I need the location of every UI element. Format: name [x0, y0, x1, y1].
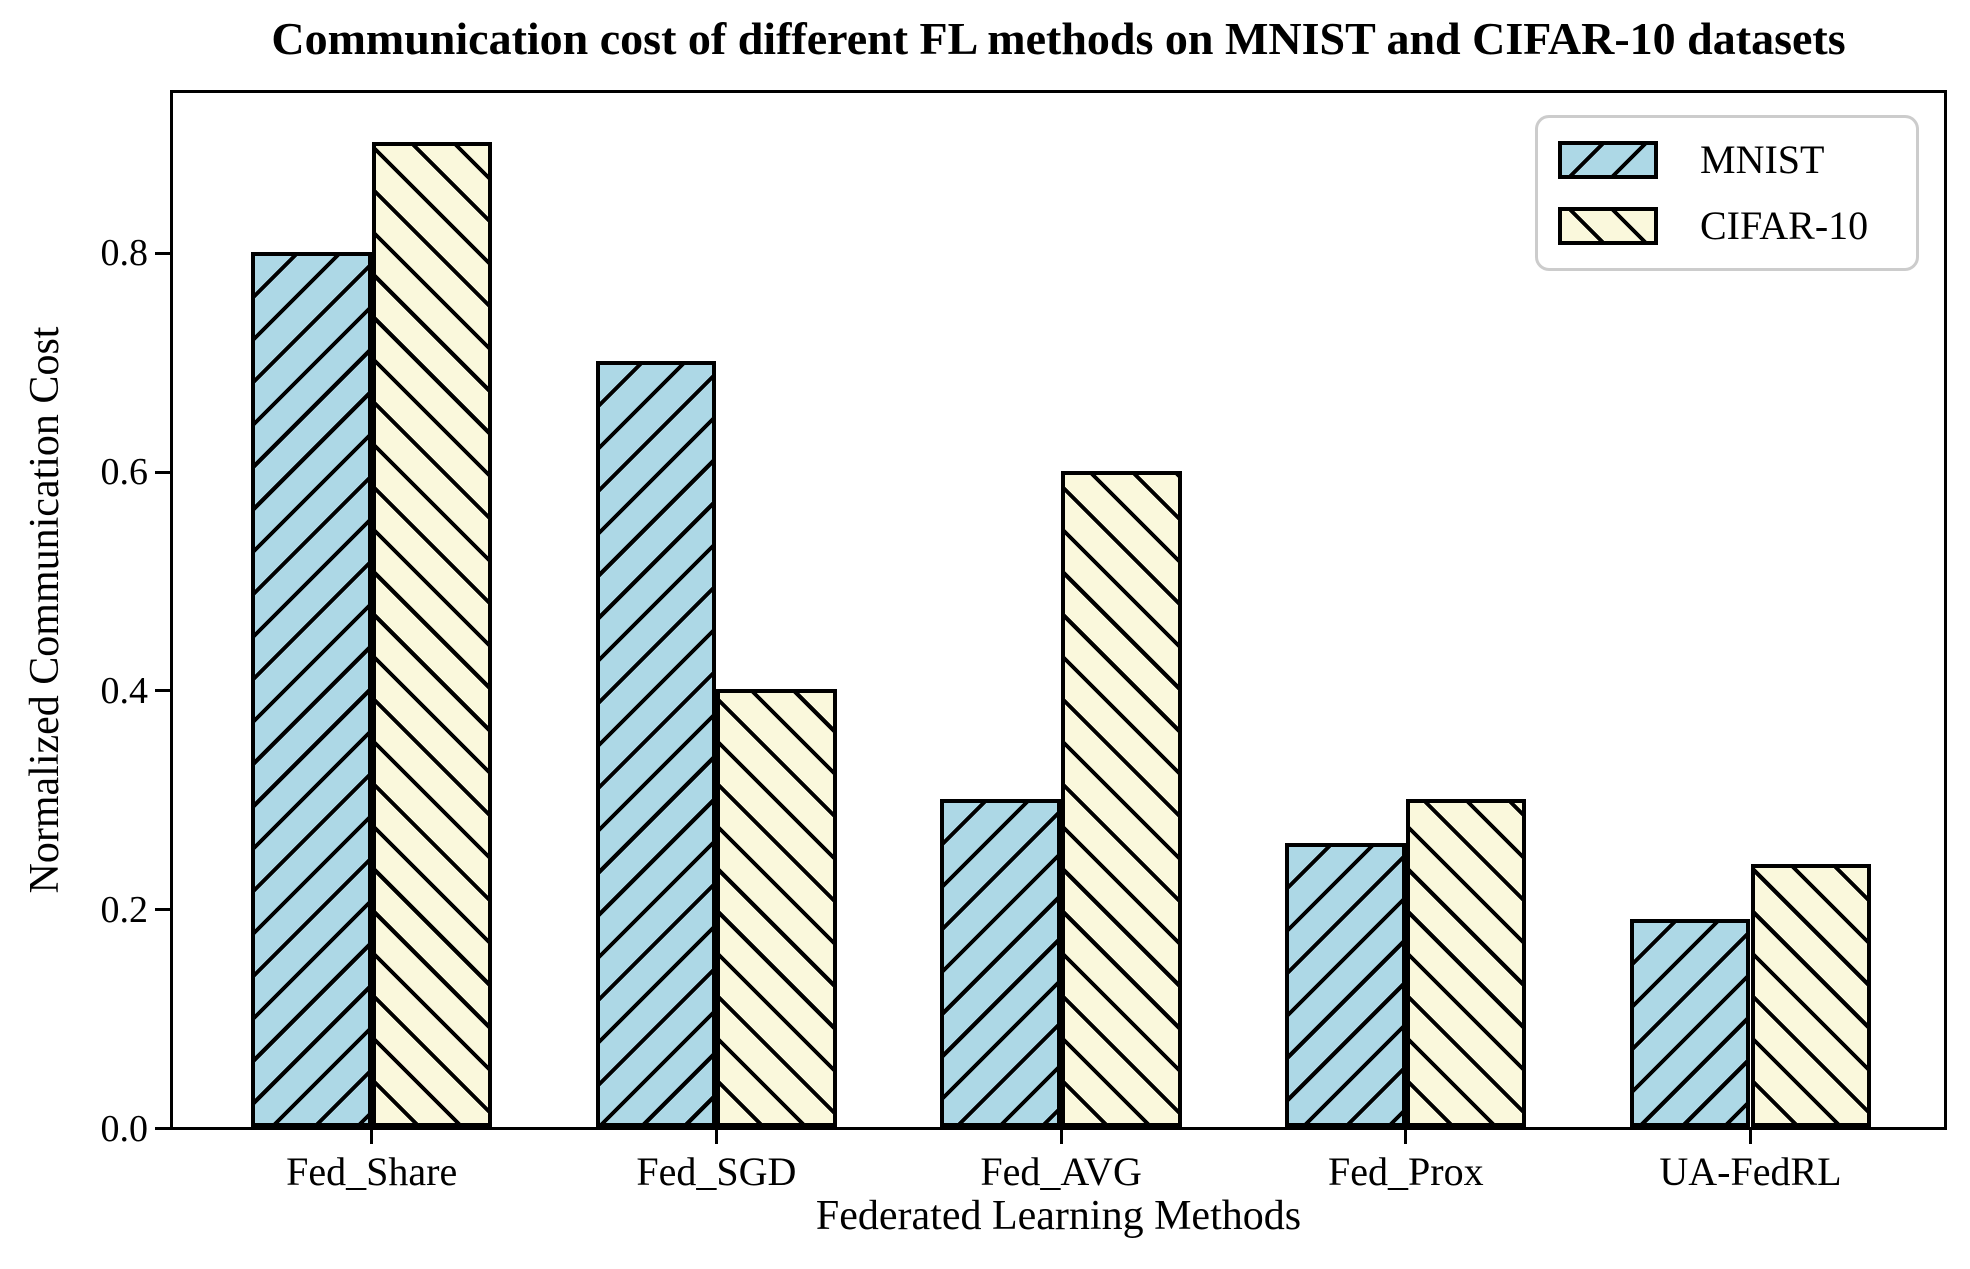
legend-label: MNIST — [1700, 137, 1825, 182]
y-tick — [155, 470, 170, 474]
legend-swatch-cifar-10 — [1558, 207, 1658, 245]
y-tick — [155, 689, 170, 693]
x-tick — [1749, 1130, 1752, 1144]
y-axis-label: Normalized Communication Cost — [22, 326, 68, 894]
legend-entry-mnist: MNIST — [1558, 134, 1916, 186]
y-tick — [155, 1127, 170, 1130]
bar-cifar-10-fed-prox — [1405, 798, 1527, 1127]
x-tick — [1059, 1130, 1063, 1144]
x-tick-label-fed-share: Fed_Share — [286, 1149, 458, 1194]
bar-cifar-10-fed-sgd — [716, 689, 837, 1127]
bar-cifar-10-fed-avg — [1061, 470, 1182, 1127]
bar-cifar-10-ua-fedrl — [1750, 864, 1872, 1127]
chart-title: Communication cost of different FL metho… — [271, 13, 1846, 64]
x-tick-label-ua-fedrl: UA-FedRL — [1659, 1149, 1842, 1194]
y-tick-label: 0.0 — [100, 1107, 149, 1150]
bar-mnist-fed-share — [251, 251, 372, 1127]
y-tick — [155, 251, 170, 255]
x-tick-label-fed-prox: Fed_Prox — [1328, 1149, 1484, 1194]
y-tick-label: 0.4 — [100, 669, 149, 712]
legend: MNIST CIFAR-10 — [1535, 115, 1919, 271]
legend-label: CIFAR-10 — [1700, 203, 1869, 248]
legend-swatch-mnist — [1558, 141, 1658, 179]
x-tick — [714, 1130, 718, 1144]
x-tick — [1404, 1130, 1408, 1144]
legend-entry-cifar-10: CIFAR-10 — [1558, 200, 1916, 252]
x-axis-label: Federated Learning Methods — [815, 1193, 1302, 1239]
bar-cifar-10-fed-share — [371, 142, 493, 1127]
y-tick-label: 0.8 — [100, 232, 149, 275]
x-tick — [370, 1130, 374, 1144]
y-tick-label: 0.2 — [100, 888, 149, 931]
bar-mnist-fed-prox — [1285, 842, 1406, 1127]
x-tick-label-fed-sgd: Fed_SGD — [636, 1149, 797, 1194]
bar-mnist-ua-fedrl — [1629, 919, 1751, 1127]
y-tick-label: 0.6 — [100, 451, 149, 493]
y-tick — [155, 908, 170, 912]
bar-mnist-fed-sgd — [595, 361, 717, 1127]
bar-mnist-fed-avg — [940, 798, 1061, 1127]
x-tick-label-fed-avg: Fed_AVG — [980, 1149, 1142, 1194]
